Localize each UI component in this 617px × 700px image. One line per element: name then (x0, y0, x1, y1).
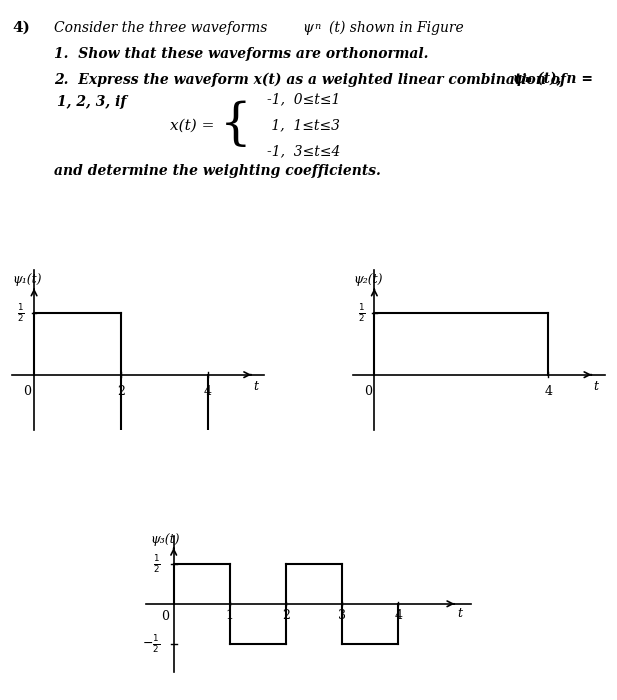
Text: n: n (315, 22, 321, 31)
Text: t: t (457, 607, 462, 620)
Text: t: t (254, 379, 259, 393)
Text: 4: 4 (544, 384, 552, 398)
Text: 1: 1 (226, 610, 234, 622)
Text: $\frac{1}{2}$: $\frac{1}{2}$ (17, 302, 25, 324)
Text: Consider the three waveforms: Consider the three waveforms (54, 21, 271, 35)
Text: 0: 0 (23, 384, 31, 398)
Text: 4): 4) (12, 21, 30, 35)
Text: -1,  3≤t≤4: -1, 3≤t≤4 (267, 144, 341, 158)
Text: 2: 2 (282, 610, 290, 622)
Text: ψ: ψ (302, 21, 313, 35)
Text: x(t) =: x(t) = (170, 118, 220, 132)
Text: ψ₃(t): ψ₃(t) (151, 533, 180, 546)
Text: t: t (594, 379, 598, 393)
Text: -1,  0≤t≤1: -1, 0≤t≤1 (267, 92, 341, 106)
Text: $\frac{1}{2}$: $\frac{1}{2}$ (357, 302, 365, 324)
Text: 0: 0 (364, 384, 372, 398)
Text: and determine the weighting coefficients.: and determine the weighting coefficients… (54, 164, 381, 178)
Text: 4: 4 (204, 384, 212, 398)
Text: 4: 4 (394, 610, 402, 622)
Text: (t), n =: (t), n = (537, 72, 592, 87)
Text: ψ: ψ (513, 72, 526, 86)
Text: 2.  Express the waveform x(t) as a weighted linear combination of: 2. Express the waveform x(t) as a weight… (54, 72, 571, 87)
Text: ψ₁(t): ψ₁(t) (13, 273, 43, 286)
Text: $\frac{1}{2}$: $\frac{1}{2}$ (153, 553, 160, 575)
Text: ψ₂(t): ψ₂(t) (353, 273, 383, 286)
Text: 2: 2 (117, 384, 125, 398)
Text: n: n (524, 75, 532, 84)
Text: 1, 2, 3, if: 1, 2, 3, if (57, 94, 126, 108)
Text: (t) shown in Figure: (t) shown in Figure (329, 21, 464, 36)
Text: 1.  Show that these waveforms are orthonormal.: 1. Show that these waveforms are orthono… (54, 47, 428, 61)
Text: 0: 0 (161, 610, 169, 623)
Text: 1,  1≤t≤3: 1, 1≤t≤3 (267, 118, 340, 132)
Text: 3: 3 (338, 610, 346, 622)
Text: {: { (220, 101, 251, 150)
Text: $-\frac{1}{2}$: $-\frac{1}{2}$ (142, 633, 160, 655)
